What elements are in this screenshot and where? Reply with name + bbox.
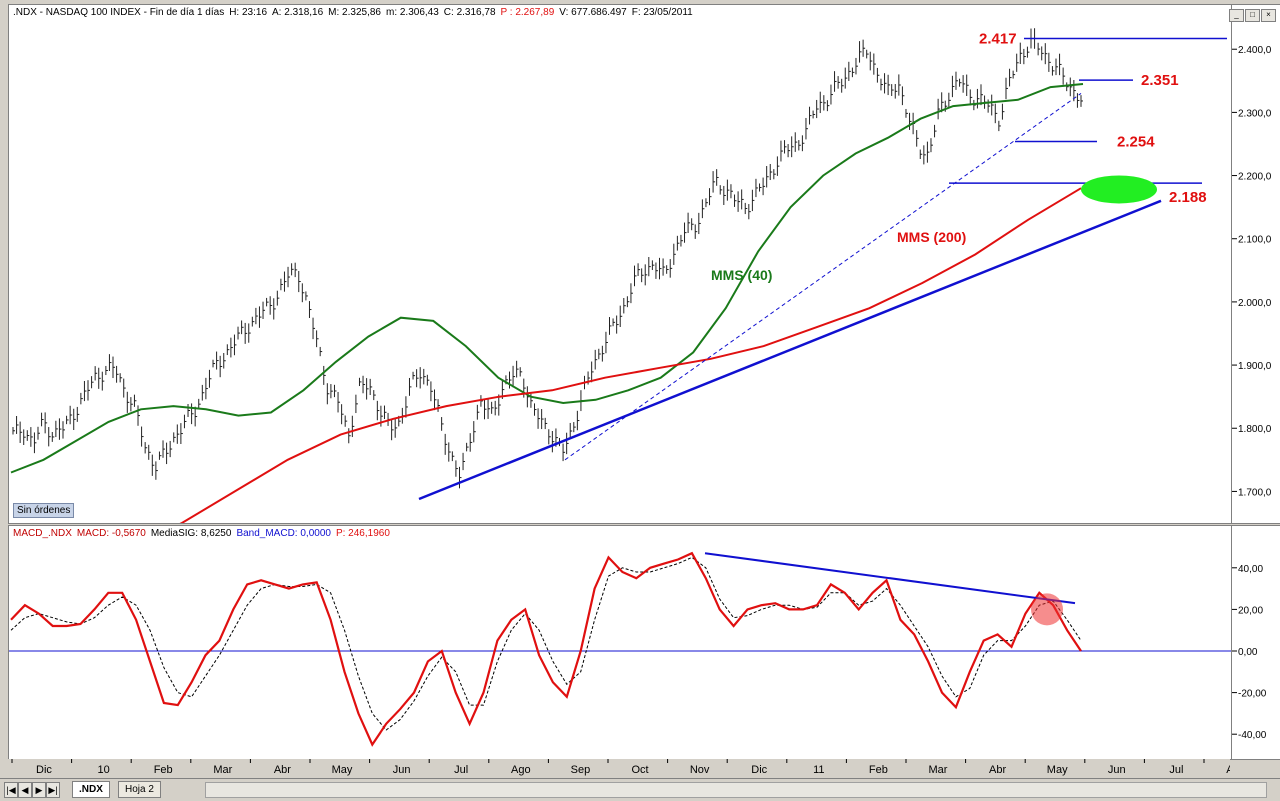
date-axis-svg: Dic 10 Feb Mar Abr May Jun Jul Ago Sep Oct Nov Dic 11…: [11, 759, 1230, 776]
low-label: m: 2.306,43: [385, 7, 439, 18]
date-tick-label: 11: [813, 764, 824, 776]
macd-line: [10, 551, 1082, 747]
close-label: C: 2.316,78: [443, 7, 496, 18]
macd-band: Band_MACD: 0,0000: [236, 528, 331, 539]
support-trendline: [418, 199, 1162, 501]
price-tick-label: 2.200,0: [1238, 172, 1272, 183]
date-tick-label: Mar: [929, 764, 948, 776]
date-axis: Dic 10 Feb Mar Abr May Jun Jul Ago Sep Oct Nov Dic 11…: [8, 759, 1230, 777]
macd-name: MACD_.NDX: [13, 528, 72, 539]
date-tick-label: Feb: [869, 764, 888, 776]
price-label: P : 2.267,89: [500, 7, 555, 18]
level-label: 2.417: [979, 30, 1017, 47]
price-axis-svg: 1.700,0 1.800,0 1.900,0 2.000,0 2.100,0 2.200…: [1232, 45, 1272, 498]
target-zone: [1081, 175, 1157, 204]
price-tick-label: 2.000,0: [1238, 298, 1272, 309]
dashed-trendline: [564, 93, 1082, 461]
date-tick-label: May: [332, 764, 353, 776]
minimize-button[interactable]: _: [1229, 9, 1244, 22]
date-tick-label: Sep: [571, 764, 591, 776]
price-y-axis[interactable]: 1.700,0 1.800,0 1.900,0 2.000,0 2.100,0 2.200…: [1231, 4, 1280, 524]
price-tick-label: 1.800,0: [1238, 424, 1272, 435]
macd-tick-label: 0,00: [1238, 647, 1258, 658]
macd-tick-label: 40,00: [1238, 564, 1263, 575]
date-tick-label: Nov: [690, 764, 710, 776]
date-tick-label: Jun: [1108, 764, 1126, 776]
window-controls: _ □ ×: [1228, 4, 1276, 22]
level-label: 2.351: [1141, 72, 1179, 89]
macd-chart-svg: [9, 551, 1231, 747]
macd-y-axis[interactable]: -40,00 -20,00 0,00 20,00 40,00: [1231, 525, 1280, 760]
macd-axis-svg: -40,00 -20,00 0,00 20,00 40,00: [1232, 564, 1267, 741]
first-sheet-button[interactable]: |◀: [4, 782, 18, 798]
macd-signal-line: [10, 556, 1082, 731]
price-tick-label: 1.900,0: [1238, 361, 1272, 372]
tab-ndx[interactable]: .NDX: [72, 781, 110, 798]
ma40-line: [10, 83, 1084, 474]
next-sheet-button[interactable]: ▶: [32, 782, 46, 798]
macd-divergence-line: [704, 552, 1076, 605]
price-tick-label: 1.700,0: [1238, 487, 1272, 498]
date-tick-label: Dic: [36, 764, 52, 776]
ma200-annotation: MMS (200): [897, 229, 966, 245]
time-label: H: 23:16: [229, 7, 268, 18]
macd-tick-label: -40,00: [1238, 730, 1267, 741]
volume-label: V: 677.686.497: [559, 7, 627, 18]
date-tick-label: Dic: [751, 764, 767, 776]
date-tick-label: Jun: [393, 764, 411, 776]
maximize-button[interactable]: □: [1245, 9, 1260, 22]
macd-chart-pane[interactable]: MACD_.NDX MACD: -0,5670 MediaSIG: 8,6250 Ba…: [8, 525, 1232, 760]
date-tick-label: Mar: [213, 764, 232, 776]
macd-tick-label: 20,00: [1238, 605, 1263, 616]
date-tick-label: Abr: [989, 764, 1006, 776]
level-label: 2.254: [1117, 133, 1155, 150]
horizontal-scrollbar[interactable]: [205, 782, 1267, 798]
macd-signal: MediaSIG: 8,6250: [150, 528, 232, 539]
prev-sheet-button[interactable]: ◀: [18, 782, 32, 798]
date-label: F: 23/05/2011: [631, 7, 693, 18]
price-chart-svg: 2.417 2.351 2.254 2.188 MMS (40) MMS (200): [10, 28, 1227, 523]
price-tick-label: 2.100,0: [1238, 235, 1272, 246]
open-label: A: 2.318,16: [272, 7, 324, 18]
orders-button[interactable]: Sin órdenes: [13, 503, 75, 518]
close-button[interactable]: ×: [1261, 9, 1276, 22]
date-tick-label: May: [1047, 764, 1068, 776]
symbol-label: .NDX - NASDAQ 100 INDEX - Fin de día 1 d…: [13, 7, 225, 18]
level-label: 2.188: [1169, 189, 1207, 206]
tab-hoja-2[interactable]: Hoja 2: [118, 781, 161, 798]
date-tick-label: Ago: [1226, 764, 1230, 776]
date-tick-label: Oct: [631, 764, 648, 776]
price-header: .NDX - NASDAQ 100 INDEX - Fin de día 1 d…: [13, 7, 698, 18]
date-tick-label: 10: [97, 764, 109, 776]
macd-p: P: 246,1960: [335, 528, 390, 539]
date-tick-label: Jul: [454, 764, 468, 776]
ma40-annotation: MMS (40): [711, 267, 772, 283]
price-tick-label: 2.300,0: [1238, 108, 1272, 119]
date-tick-label: Jul: [1169, 764, 1183, 776]
price-tick-label: 2.400,0: [1238, 45, 1272, 56]
sheet-tab-bar: |◀ ◀ ▶ ▶| .NDX Hoja 2: [0, 778, 1280, 801]
date-tick-label: Ago: [511, 764, 531, 776]
macd-value: MACD: -0,5670: [76, 528, 146, 539]
macd-tick-label: -20,00: [1238, 689, 1267, 700]
last-sheet-button[interactable]: ▶|: [46, 782, 60, 798]
date-tick-label: Feb: [154, 764, 173, 776]
high-label: M: 2.325,86: [328, 7, 381, 18]
ma200-line: [179, 187, 1082, 523]
date-tick-label: Abr: [274, 764, 291, 776]
price-chart-pane[interactable]: .NDX - NASDAQ 100 INDEX - Fin de día 1 d…: [8, 4, 1232, 524]
divergence-highlight: [1031, 593, 1063, 626]
macd-header: MACD_.NDX MACD: -0,5670 MediaSIG: 8,6250 Ba…: [13, 528, 395, 539]
